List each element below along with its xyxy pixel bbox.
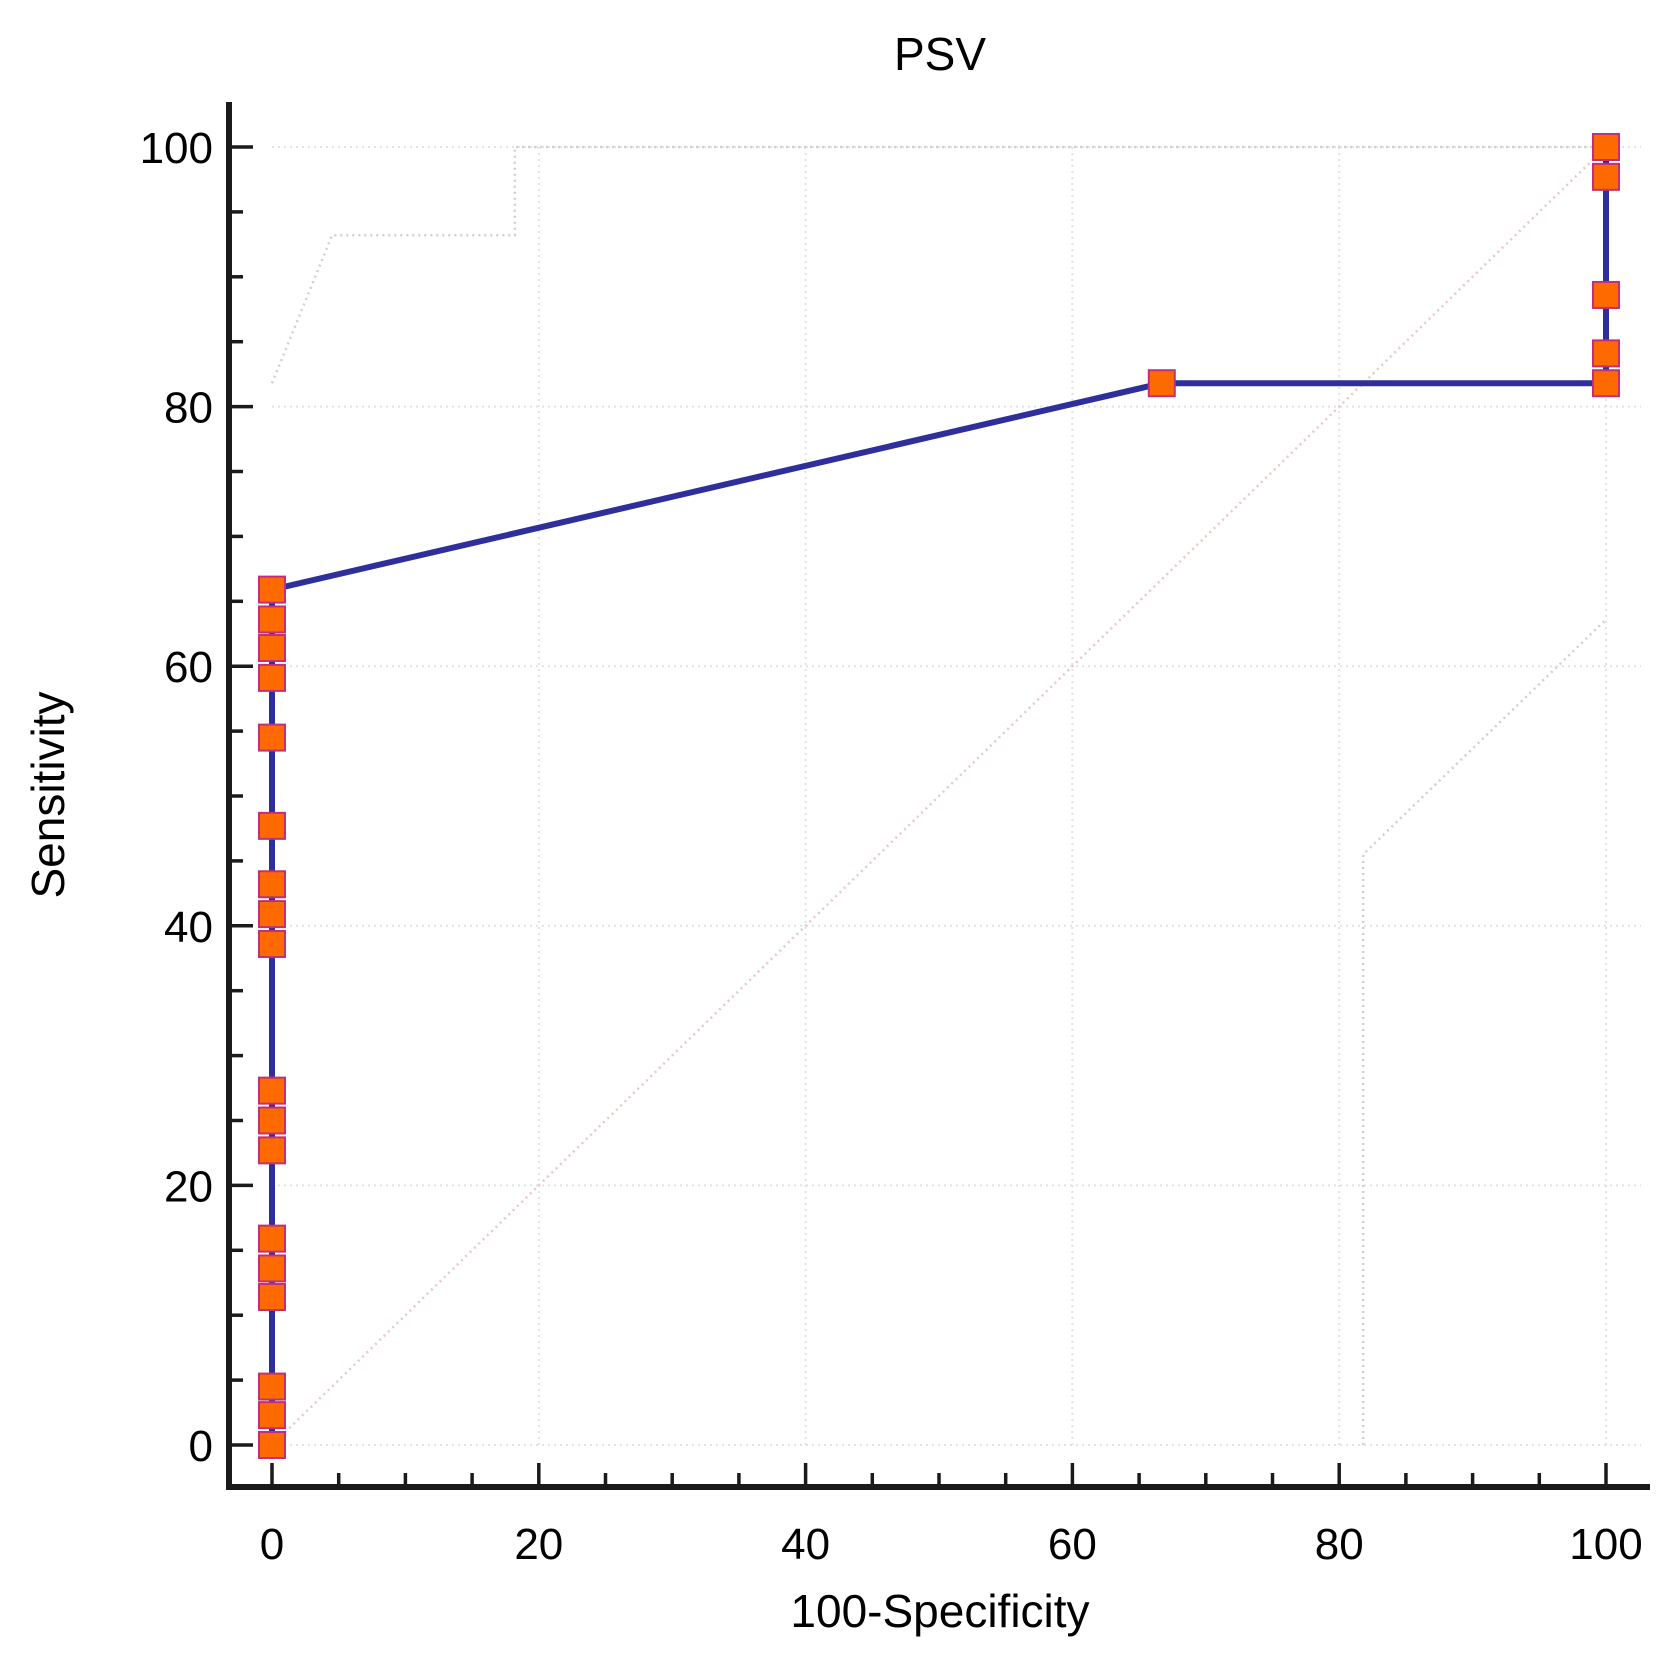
roc-point bbox=[1147, 369, 1176, 398]
axes bbox=[226, 102, 1650, 1490]
roc-point bbox=[258, 1076, 286, 1105]
reference-diagonal-line bbox=[271, 146, 1607, 1446]
y-axis-title: Sensitivity bbox=[22, 691, 74, 898]
grid bbox=[272, 146, 1641, 1446]
roc-point bbox=[258, 811, 286, 840]
roc-point bbox=[258, 1106, 286, 1135]
roc-point bbox=[258, 1431, 286, 1459]
upper-confidence-bound-line bbox=[270, 145, 1606, 384]
roc-point bbox=[1592, 280, 1620, 309]
confidence-bounds bbox=[270, 145, 1607, 1446]
x-tick-label: 100 bbox=[1569, 1520, 1642, 1569]
x-tick-label: 60 bbox=[1048, 1520, 1097, 1569]
chart-title: PSV bbox=[894, 28, 986, 80]
y-tick-label: 100 bbox=[140, 124, 213, 173]
roc-point bbox=[258, 663, 286, 692]
roc-point bbox=[1592, 339, 1620, 368]
roc-point bbox=[258, 1224, 286, 1253]
y-tick-label: 80 bbox=[164, 384, 213, 433]
y-tick-label: 60 bbox=[164, 643, 213, 692]
roc-point bbox=[1592, 369, 1620, 398]
roc-point bbox=[258, 575, 286, 604]
roc-point bbox=[258, 723, 286, 752]
roc-point bbox=[258, 634, 286, 663]
y-tick-label: 0 bbox=[189, 1422, 213, 1471]
roc-markers bbox=[258, 133, 1620, 1459]
x-axis-title: 100-Specificity bbox=[790, 1585, 1089, 1637]
roc-point bbox=[258, 1136, 286, 1165]
roc-point bbox=[258, 1372, 286, 1401]
y-tick-label: 20 bbox=[164, 1162, 213, 1211]
roc-point bbox=[258, 1283, 286, 1312]
ticks: 0 20 40 60 80 100 0 20 40 60 80 100 bbox=[140, 124, 1643, 1569]
lower-confidence-bound-line bbox=[1361, 618, 1607, 1445]
roc-point bbox=[1592, 162, 1620, 191]
roc-point bbox=[258, 1401, 286, 1430]
x-tick-label: 40 bbox=[781, 1520, 830, 1569]
roc-point bbox=[258, 1254, 286, 1283]
roc-point bbox=[258, 870, 286, 899]
y-tick-label: 40 bbox=[164, 903, 213, 952]
roc-point bbox=[258, 929, 286, 958]
x-tick-label: 80 bbox=[1315, 1520, 1364, 1569]
roc-point bbox=[258, 605, 286, 634]
roc-point bbox=[1592, 133, 1620, 161]
roc-point bbox=[258, 900, 286, 929]
x-tick-label: 20 bbox=[514, 1520, 563, 1569]
x-tick-label: 0 bbox=[260, 1520, 284, 1569]
